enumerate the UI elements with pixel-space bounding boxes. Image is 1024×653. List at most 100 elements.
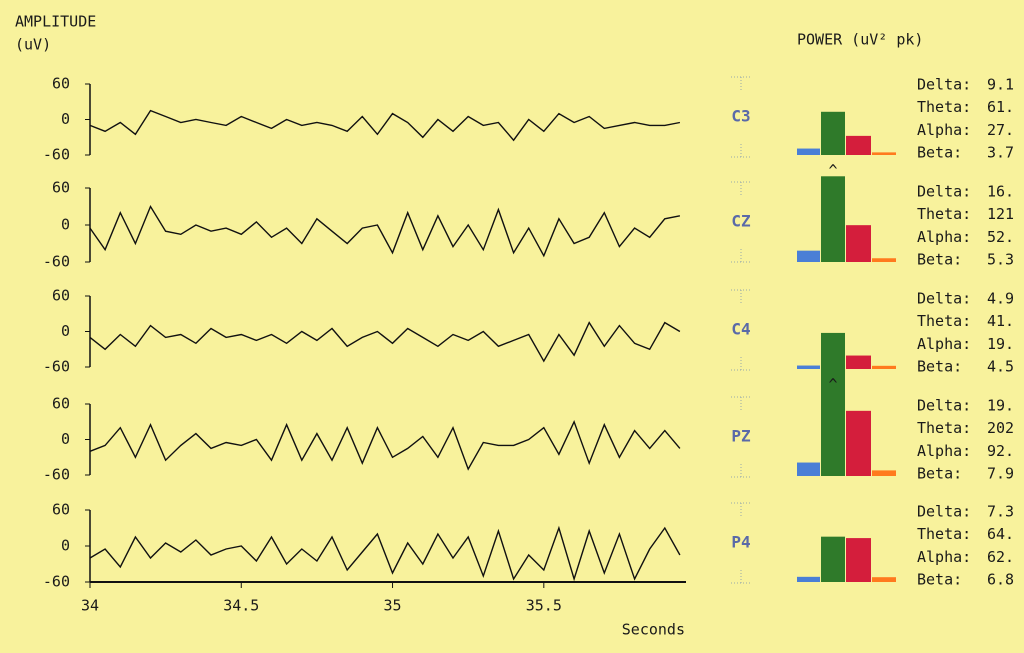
- power-value: 92.: [987, 442, 1014, 460]
- bracket: [731, 502, 751, 584]
- electrode-label: P4: [731, 533, 750, 552]
- power-bar: [797, 576, 820, 582]
- bracket: [731, 396, 751, 478]
- power-value: 19.: [987, 335, 1014, 353]
- amplitude-unit: (uV): [15, 36, 51, 54]
- band-label: Beta:: [917, 144, 962, 162]
- y-tick-label: 60: [52, 501, 70, 519]
- power-bar: [797, 365, 820, 369]
- power-bar: [846, 538, 871, 582]
- power-value: 5.3: [987, 251, 1014, 269]
- x-tick-label: 34: [81, 597, 99, 615]
- y-tick-label: 60: [52, 179, 70, 197]
- power-bars: [797, 111, 896, 582]
- power-value: 4.5: [987, 358, 1014, 376]
- power-value: 3.7: [987, 144, 1014, 162]
- band-label: Theta:: [917, 525, 971, 543]
- bracket: [731, 289, 751, 371]
- electrode-label: PZ: [731, 427, 751, 446]
- y-tick-label: -60: [43, 466, 70, 484]
- band-label: Delta:: [917, 183, 971, 201]
- amplitude-label: AMPLITUDE: [15, 13, 96, 31]
- power-value: 27.: [987, 121, 1014, 139]
- bracket: [731, 181, 751, 263]
- x-axis-label: Seconds: [622, 621, 685, 639]
- band-label: Alpha:: [917, 548, 971, 566]
- power-value: 9.1: [987, 76, 1014, 94]
- band-label: Delta:: [917, 397, 971, 415]
- power-bar: [846, 135, 871, 155]
- band-label: Alpha:: [917, 335, 971, 353]
- clip-marker: ^: [828, 376, 837, 394]
- power-bar: [797, 462, 820, 476]
- power-value: 6.8: [987, 571, 1014, 589]
- power-bar: [846, 355, 871, 369]
- band-label: Delta:: [917, 76, 971, 94]
- band-label: Alpha:: [917, 228, 971, 246]
- electrode-label: C4: [731, 320, 750, 339]
- power-label: POWER (uV² pk): [797, 31, 923, 49]
- eeg-trace: [89, 525, 681, 582]
- band-label: Delta:: [917, 290, 971, 308]
- power-value: 121: [987, 205, 1014, 223]
- power-bar: [797, 250, 820, 262]
- band-label: Theta:: [917, 419, 971, 437]
- electrode-label: CZ: [731, 212, 751, 231]
- power-value: 52.: [987, 228, 1014, 246]
- y-tick-label: -60: [43, 146, 70, 164]
- power-bar: [872, 152, 896, 155]
- clip-marker: ^: [828, 162, 837, 180]
- power-value: 61.: [987, 98, 1014, 116]
- x-tick-label: 35: [384, 597, 402, 615]
- power-bar: [821, 332, 845, 476]
- electrode-label: C3: [731, 107, 750, 126]
- power-value: 7.9: [987, 465, 1014, 483]
- power-bar: [872, 258, 896, 262]
- power-bar: [872, 365, 896, 369]
- power-bar: [846, 410, 871, 476]
- band-label: Theta:: [917, 312, 971, 330]
- power-bar: [821, 111, 845, 155]
- y-tick-label: -60: [43, 358, 70, 376]
- power-bar: [797, 148, 820, 155]
- y-tick-label: -60: [43, 573, 70, 591]
- power-bar: [821, 176, 845, 262]
- x-tick-label: 34.5: [223, 597, 259, 615]
- x-tick-label: 35.5: [526, 597, 562, 615]
- eeg-trace: [89, 109, 681, 142]
- power-value: 4.9: [987, 290, 1014, 308]
- power-value: 41.: [987, 312, 1014, 330]
- eeg-trace: [89, 321, 681, 363]
- y-tick-label: 0: [61, 110, 70, 128]
- y-tick-label: 0: [61, 322, 70, 340]
- y-tick-label: 0: [61, 216, 70, 234]
- bracket: [731, 76, 751, 158]
- y-tick-label: 0: [61, 537, 70, 555]
- band-label: Alpha:: [917, 442, 971, 460]
- power-value: 7.3: [987, 503, 1014, 521]
- band-label: Beta:: [917, 465, 962, 483]
- eeg-trace: [89, 419, 681, 471]
- band-label: Delta:: [917, 503, 971, 521]
- power-value: 62.: [987, 548, 1014, 566]
- power-value: 19.: [987, 397, 1014, 415]
- eeg-trace: [89, 204, 681, 258]
- power-bar: [872, 470, 896, 476]
- power-value: 202: [987, 419, 1014, 437]
- y-tick-label: 60: [52, 75, 70, 93]
- power-bar: [872, 577, 896, 582]
- band-label: Theta:: [917, 205, 971, 223]
- y-tick-label: -60: [43, 253, 70, 271]
- band-label: Beta:: [917, 358, 962, 376]
- y-tick-label: 0: [61, 430, 70, 448]
- y-tick-label: 60: [52, 395, 70, 413]
- power-bar: [846, 225, 871, 262]
- power-value: 16.: [987, 183, 1014, 201]
- y-tick-label: 60: [52, 287, 70, 305]
- band-label: Alpha:: [917, 121, 971, 139]
- band-label: Beta:: [917, 571, 962, 589]
- band-label: Beta:: [917, 251, 962, 269]
- band-label: Theta:: [917, 98, 971, 116]
- power-bar: [821, 536, 845, 582]
